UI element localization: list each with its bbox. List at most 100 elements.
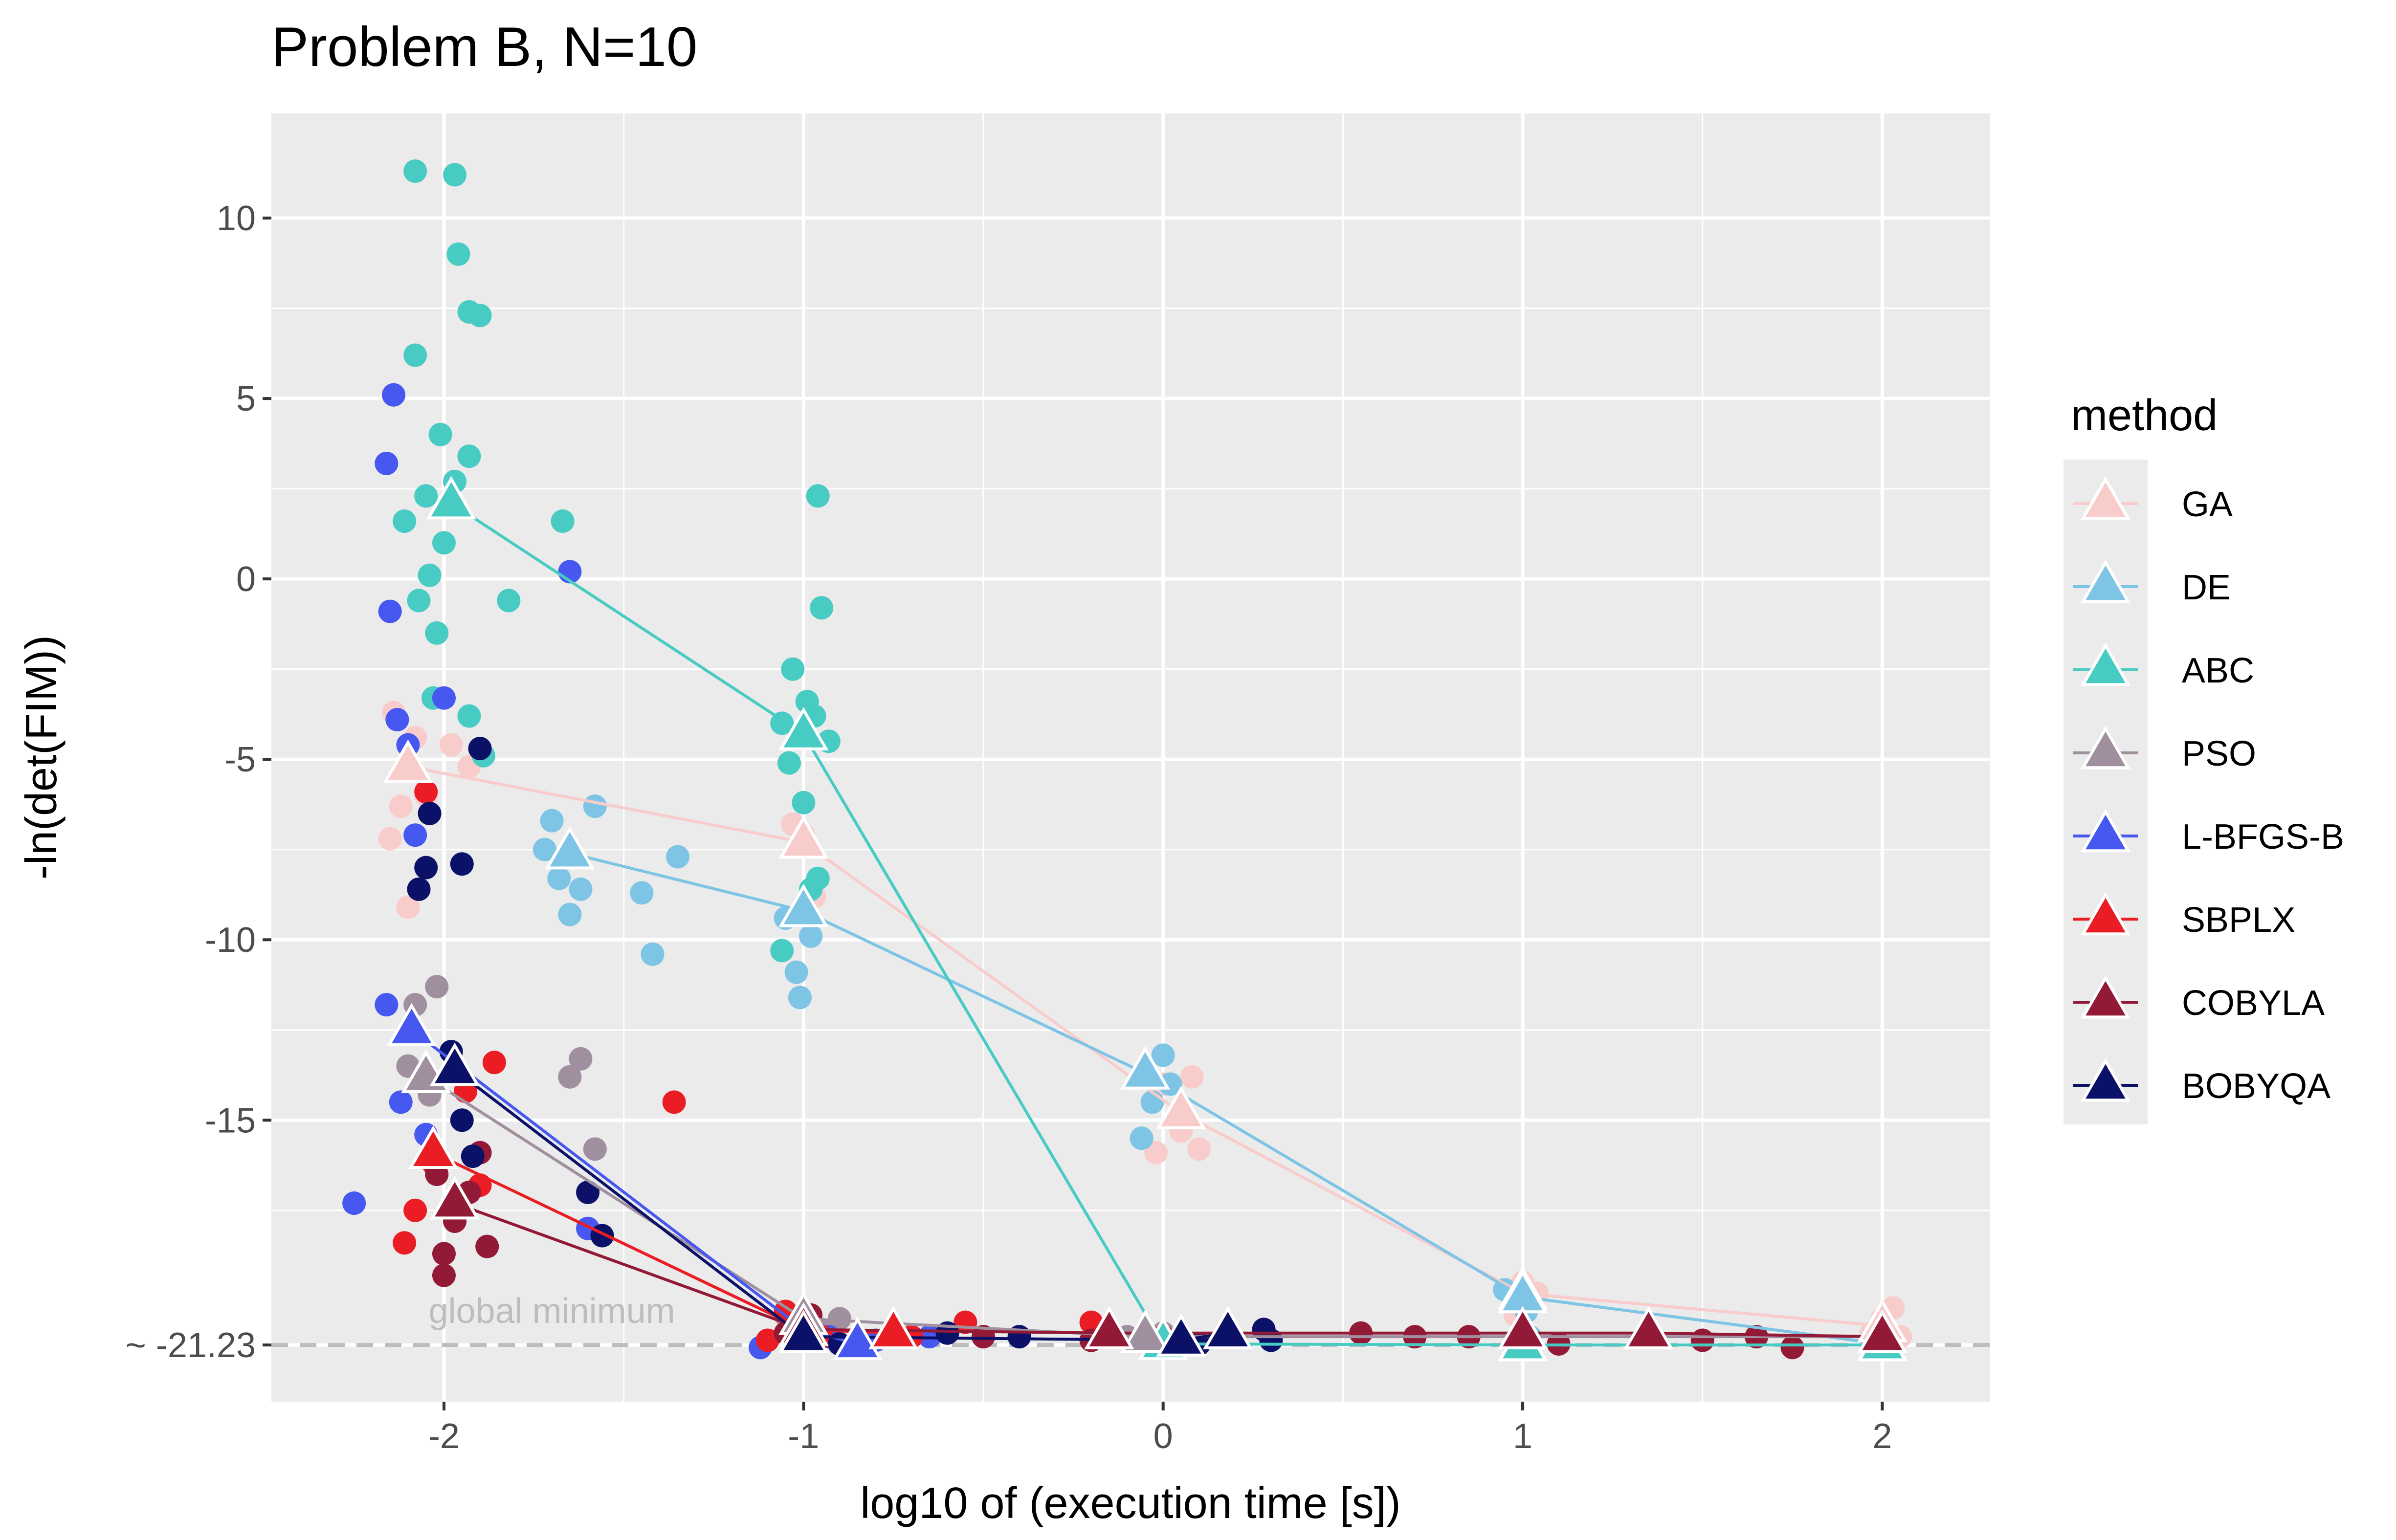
x-tick-label: -1 xyxy=(788,1417,819,1456)
mean-marker-cobyla xyxy=(429,1176,480,1220)
point-l-bfgs-b xyxy=(378,599,402,623)
point-sbplx xyxy=(755,1328,779,1352)
legend-item-l-bfgs-b: L-BFGS-B xyxy=(2073,809,2344,857)
point-abc xyxy=(446,242,470,266)
x-axis-title: log10 of (execution time [s]) xyxy=(860,1479,1401,1528)
mean-line-cobyla xyxy=(454,1202,1883,1339)
mean-marker-sbplx xyxy=(868,1306,919,1350)
point-l-bfgs-b xyxy=(389,1090,413,1114)
plot-panel xyxy=(271,113,1990,1402)
mean-marker-l-bfgs-b xyxy=(386,1003,437,1047)
legend-marker-ga xyxy=(2080,476,2131,520)
point-l-bfgs-b xyxy=(375,451,399,475)
reference-line-label: global minimum xyxy=(428,1292,675,1331)
legend-label-pso: PSO xyxy=(2182,734,2256,773)
mean-marker-cobyla xyxy=(1857,1309,1908,1353)
point-abc xyxy=(806,866,830,890)
point-abc xyxy=(414,484,438,508)
mean-marker-de xyxy=(778,883,829,927)
point-de xyxy=(1130,1126,1154,1150)
point-de xyxy=(641,942,665,966)
point-de xyxy=(1151,1043,1175,1067)
point-abc xyxy=(810,596,834,620)
point-abc xyxy=(425,621,449,645)
point-l-bfgs-b xyxy=(432,686,456,710)
legend-title: method xyxy=(2071,391,2218,440)
point-ga xyxy=(389,794,413,818)
point-l-bfgs-b xyxy=(385,708,409,731)
legend-marker-cobyla xyxy=(2080,975,2131,1019)
point-cobyla xyxy=(432,1263,456,1287)
point-ga xyxy=(1144,1141,1168,1165)
point-sbplx xyxy=(403,1198,427,1222)
mean-lines-layer xyxy=(407,502,1883,1347)
y-tick-label: ~ -21.23 xyxy=(126,1326,256,1365)
y-tick-label: 10 xyxy=(217,199,256,238)
point-ga xyxy=(1187,1137,1211,1161)
point-l-bfgs-b xyxy=(382,383,406,407)
point-ga xyxy=(396,895,420,919)
mean-marker-cobyla xyxy=(1497,1306,1548,1350)
legend-label-l-bfgs-b: L-BFGS-B xyxy=(2182,817,2344,857)
legend-marker-sbplx xyxy=(2080,892,2131,936)
point-cobyla xyxy=(432,1242,456,1266)
x-tick-label: 2 xyxy=(1872,1417,1892,1456)
point-abc xyxy=(428,422,452,446)
point-de xyxy=(630,881,654,905)
point-bobyqa xyxy=(461,1144,485,1168)
legend-item-pso: PSO xyxy=(2073,726,2256,773)
chart-title: Problem B, N=10 xyxy=(271,16,697,78)
x-tick-label: 1 xyxy=(1513,1417,1532,1456)
point-abc xyxy=(443,163,467,187)
point-de xyxy=(532,837,556,861)
point-pso xyxy=(827,1307,851,1331)
legend-label-cobyla: COBYLA xyxy=(2182,984,2325,1023)
x-tick-label: 0 xyxy=(1154,1417,1173,1456)
legend-item-de: DE xyxy=(2073,559,2231,607)
point-ga xyxy=(1180,1065,1204,1089)
y-tick-label: -5 xyxy=(224,740,256,779)
mean-marker-cobyla xyxy=(1623,1306,1674,1350)
mean-marker-bobyqa xyxy=(1202,1306,1253,1350)
point-abc xyxy=(777,751,801,775)
mean-marker-bobyqa xyxy=(1156,1313,1206,1357)
legend-label-ga: GA xyxy=(2182,485,2233,524)
point-de xyxy=(583,794,607,818)
point-bobyqa xyxy=(576,1180,600,1204)
point-sbplx xyxy=(414,780,438,804)
legend-marker-abc xyxy=(2080,642,2131,686)
y-tick-label: -10 xyxy=(205,921,256,960)
legend-label-sbplx: SBPLX xyxy=(2182,901,2295,940)
point-abc xyxy=(457,444,481,468)
point-abc xyxy=(457,704,481,728)
point-de xyxy=(666,845,689,869)
point-abc xyxy=(770,939,794,963)
mean-marker-de xyxy=(545,826,595,870)
legend-marker-pso xyxy=(2080,726,2131,770)
mean-marker-abc xyxy=(778,707,829,750)
legend-item-bobyqa: BOBYQA xyxy=(2073,1058,2330,1106)
legend: method GA DE ABC PSO L-BFGS-B SBPLX COBYLA BOBY… xyxy=(2063,391,2344,1124)
point-abc xyxy=(551,509,575,533)
legend-item-ga: GA xyxy=(2073,476,2233,524)
point-de xyxy=(540,809,564,833)
point-ga xyxy=(439,733,463,757)
point-de xyxy=(547,866,571,890)
point-abc xyxy=(781,657,805,681)
y-axis-title: -ln(det(FIM)) xyxy=(17,635,66,880)
point-de xyxy=(788,986,812,1010)
point-abc xyxy=(468,304,492,328)
legend-label-bobyqa: BOBYQA xyxy=(2182,1067,2330,1106)
legend-item-cobyla: COBYLA xyxy=(2073,975,2325,1023)
legend-item-abc: ABC xyxy=(2073,642,2254,690)
point-cobyla xyxy=(475,1234,499,1258)
mean-marker-ga xyxy=(778,815,829,859)
point-abc xyxy=(806,484,830,508)
point-bobyqa xyxy=(407,877,431,901)
point-bobyqa xyxy=(414,856,438,880)
point-abc xyxy=(407,589,431,613)
point-cobyla xyxy=(1690,1328,1714,1352)
mean-marker-pso xyxy=(1120,1309,1171,1353)
mean-marker-bobyqa xyxy=(778,1309,829,1353)
